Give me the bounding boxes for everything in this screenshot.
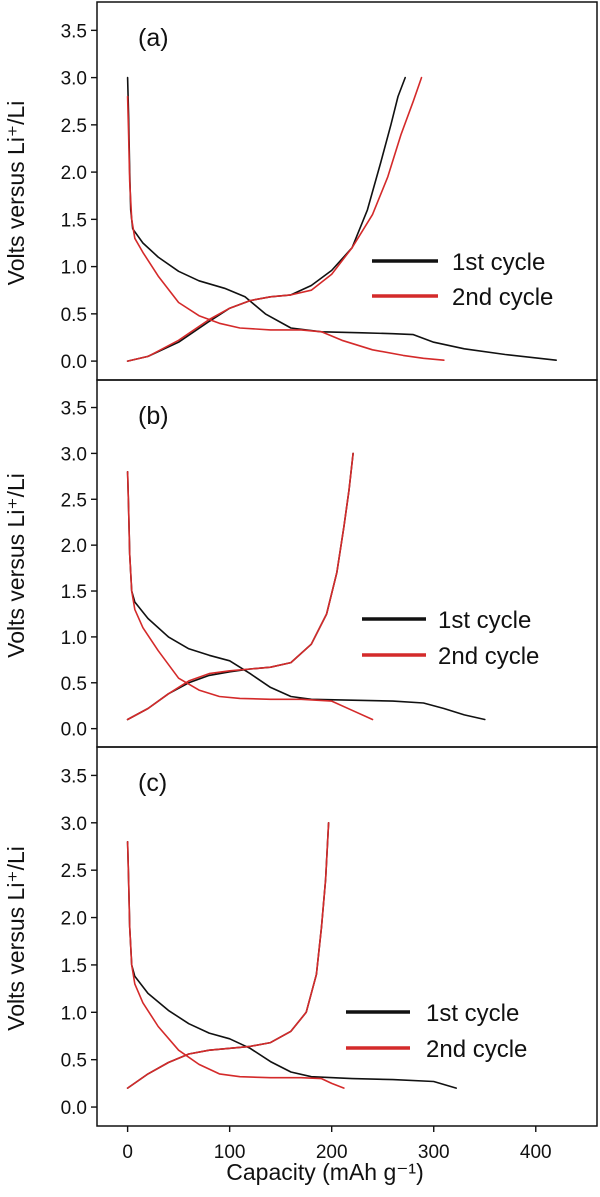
y-axis-label-c: Volts versus Li⁺/Li bbox=[3, 846, 29, 1031]
y-tick-label-c-7: 3.5 bbox=[61, 766, 87, 787]
series-b-1-discharge bbox=[126, 470, 486, 721]
y-tick-label-a-6: 3.0 bbox=[61, 69, 87, 90]
legend-label-c-1: 1st cycle bbox=[426, 1000, 519, 1027]
y-tick-label-a-7: 3.5 bbox=[61, 21, 87, 42]
legend-label-a-1: 1st cycle bbox=[452, 249, 545, 276]
y-tick-label-c-1: 0.5 bbox=[61, 1051, 87, 1072]
series-b-1-charge bbox=[126, 452, 354, 721]
legend-label-b-1: 1st cycle bbox=[438, 607, 531, 634]
y-tick-label-a-1: 0.5 bbox=[61, 305, 87, 326]
x-tick-label-3: 300 bbox=[418, 1142, 450, 1163]
y-axis-label-b: Volts versus Li⁺/Li bbox=[3, 473, 29, 658]
y-tick-label-a-0: 0.0 bbox=[61, 352, 87, 373]
y-tick-label-b-7: 3.5 bbox=[61, 399, 87, 420]
y-tick-label-b-0: 0.0 bbox=[61, 720, 87, 741]
series-c-2-charge bbox=[126, 821, 330, 1089]
legend-label-a-2: 2nd cycle bbox=[452, 284, 553, 311]
series-a-2-charge bbox=[126, 76, 423, 362]
legend-label-b-2: 2nd cycle bbox=[438, 643, 539, 670]
series-a-1-charge bbox=[126, 76, 407, 362]
y-tick-label-b-5: 2.5 bbox=[61, 490, 87, 511]
series-b-2-discharge bbox=[126, 470, 374, 721]
y-tick-label-a-2: 1.0 bbox=[61, 258, 87, 279]
x-tick-label-4: 400 bbox=[520, 1142, 552, 1163]
y-tick-label-c-2: 1.0 bbox=[61, 1003, 87, 1024]
y-tick-label-b-2: 1.0 bbox=[61, 628, 87, 649]
series-a-2-discharge bbox=[126, 95, 445, 362]
y-tick-label-c-3: 1.5 bbox=[61, 956, 87, 977]
y-tick-label-c-5: 2.5 bbox=[61, 861, 87, 882]
y-tick-label-b-4: 2.0 bbox=[61, 536, 87, 557]
y-tick-label-a-3: 1.5 bbox=[61, 210, 87, 231]
y-tick-label-c-4: 2.0 bbox=[61, 909, 87, 930]
x-tick-label-0: 0 bbox=[122, 1142, 133, 1163]
panel-label-a: (a) bbox=[138, 24, 169, 52]
panel-label-c: (c) bbox=[138, 769, 167, 797]
y-tick-label-a-5: 2.5 bbox=[61, 116, 87, 137]
y-tick-label-c-0: 0.0 bbox=[61, 1098, 87, 1119]
x-axis-label: Capacity (mAh g⁻¹) bbox=[226, 1159, 423, 1185]
panel-frame-c bbox=[96, 746, 598, 1127]
y-axis-label-a: Volts versus Li⁺/Li bbox=[3, 101, 29, 286]
series-c-1-discharge bbox=[126, 840, 458, 1089]
panel-label-b: (b) bbox=[138, 402, 169, 430]
y-tick-label-b-1: 0.5 bbox=[61, 674, 87, 695]
x-tick-label-2: 200 bbox=[316, 1142, 348, 1163]
legend-label-c-2: 2nd cycle bbox=[426, 1036, 527, 1063]
y-tick-label-c-6: 3.0 bbox=[61, 814, 87, 835]
y-tick-label-b-3: 1.5 bbox=[61, 582, 87, 603]
series-a-1-discharge bbox=[126, 76, 558, 362]
x-tick-label-1: 100 bbox=[214, 1142, 246, 1163]
series-b-2-charge bbox=[126, 452, 354, 721]
y-tick-label-b-6: 3.0 bbox=[61, 444, 87, 465]
panel-frame-a bbox=[96, 1, 598, 381]
series-c-2-discharge bbox=[126, 840, 345, 1089]
y-tick-label-a-4: 2.0 bbox=[61, 163, 87, 184]
